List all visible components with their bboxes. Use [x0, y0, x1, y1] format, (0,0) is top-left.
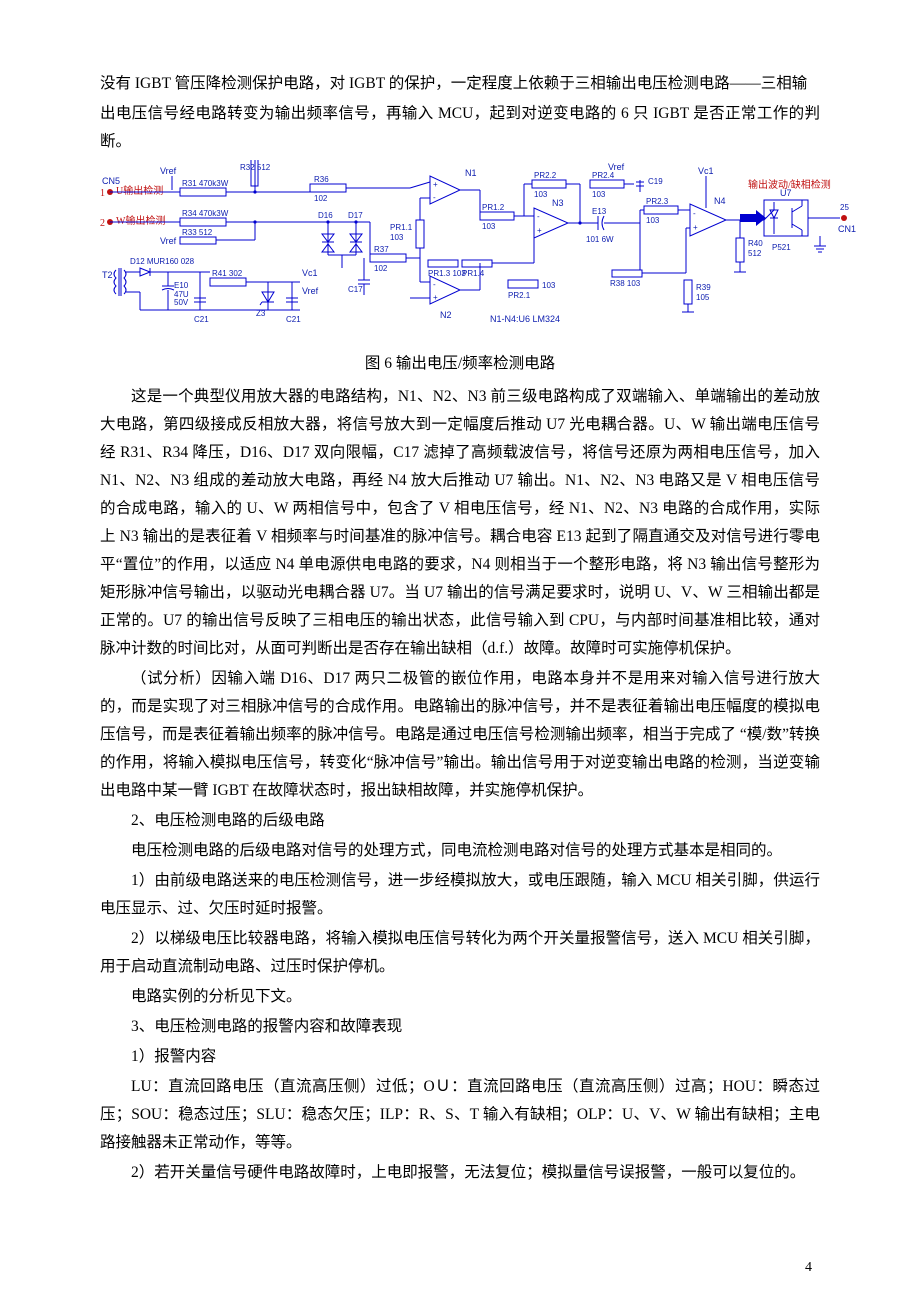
page-number: 4 [805, 1260, 812, 1276]
figure-caption: 图 6 输出电压/频率检测电路 [100, 351, 820, 373]
label-d12: D12 MUR160 028 [130, 257, 195, 266]
paragraph-5: 2）以梯级电压比较器电路，将输入模拟电压信号转化为两个开关量报警信号，送入 MC… [100, 925, 820, 981]
circuit-diagram: Vref CN5 1 U输出检测 R31 470k3W R32 512 2 W输… [100, 160, 860, 345]
label-cn5: CN5 [102, 176, 120, 186]
paragraph-6: 电路实例的分析见下文。 [100, 983, 820, 1011]
label-n4: N4 [714, 196, 726, 206]
svg-text:103: 103 [390, 233, 404, 242]
label-r33: R33 512 [182, 228, 213, 237]
svg-text:C21: C21 [286, 315, 301, 324]
label-r41: R41 302 [212, 269, 243, 278]
label-c17: C17 [348, 285, 363, 294]
label-pr22: PR2.2 [534, 171, 557, 180]
section-3: 1）报警内容 [100, 1043, 820, 1071]
paragraph-4: 1）由前级电路送来的电压检测信号，进一步经模拟放大，或电压跟随，输入 MCU 相… [100, 867, 820, 923]
label-r34: R34 470k3W [182, 209, 229, 218]
svg-text:103: 103 [646, 216, 660, 225]
label-output: 输出波动/缺相检测 [748, 178, 831, 191]
svg-text:+: + [693, 223, 698, 232]
label-w-in: W输出检测 [116, 214, 165, 227]
svg-text:103: 103 [592, 190, 606, 199]
section-1: 2、电压检测电路的后级电路 [100, 807, 820, 835]
label-e13: E13 [592, 207, 607, 216]
svg-text:103: 103 [534, 190, 548, 199]
label-pr14: PR1.4 [462, 269, 485, 278]
svg-text:+: + [537, 226, 542, 235]
label-n1: N1 [465, 168, 477, 178]
label-r37: R37 [374, 245, 389, 254]
label-pr11: PR1.1 [390, 223, 413, 232]
svg-text:512: 512 [748, 249, 762, 258]
label-pr13: PR1.3 103 [428, 269, 466, 278]
svg-text:+: + [433, 180, 438, 189]
label-r31: R31 470k3W [182, 179, 229, 188]
label-c19: C19 [648, 177, 663, 186]
svg-text:-: - [433, 193, 436, 202]
label-pr12: PR1.2 [482, 203, 505, 212]
label-r38: R38 103 [610, 279, 641, 288]
svg-text:C21: C21 [194, 315, 209, 324]
label-r36: R36 [314, 175, 329, 184]
svg-text:-: - [693, 209, 696, 218]
svg-text:+: + [433, 293, 438, 302]
label-pr23: PR2.3 [646, 197, 669, 206]
svg-text:P521: P521 [772, 243, 791, 252]
svg-text:Vref: Vref [608, 162, 625, 172]
svg-text:2: 2 [100, 218, 105, 229]
svg-text:1: 1 [100, 188, 105, 199]
svg-text:102: 102 [374, 264, 388, 273]
paragraph-3: 电压检测电路的后级电路对信号的处理方式，同电流检测电路对信号的处理方式基本是相同… [100, 837, 820, 865]
label-n3: N3 [552, 198, 564, 208]
section-2: 3、电压检测电路的报警内容和故障表现 [100, 1013, 820, 1041]
label-cn1: CN1 [838, 224, 856, 234]
svg-text:Vref: Vref [302, 286, 319, 296]
svg-text:Vc1: Vc1 [302, 268, 318, 278]
label-u-in: U输出检测 [116, 184, 163, 197]
svg-text:102: 102 [314, 194, 328, 203]
paragraph-7: LU：直流回路电压（直流高压侧）过低；OＵ：直流回路电压（直流高压侧）过高；HO… [100, 1073, 820, 1157]
label-e10: E10 [174, 281, 189, 290]
label-pr21: PR2.1 [508, 291, 531, 300]
label-n2: N2 [440, 310, 452, 320]
svg-text:103: 103 [482, 222, 496, 231]
svg-text:-: - [537, 212, 540, 221]
svg-text:25: 25 [840, 203, 849, 212]
paragraph-2: （试分析）因输入端 D16、D17 两只二极管的嵌位作用，电路本身并不是用来对输… [100, 665, 820, 805]
paragraph-1: 这是一个典型仪用放大器的电路结构，N1、N2、N3 前三级电路构成了双端输入、单… [100, 383, 820, 663]
label-pr24: PR2.4 [592, 171, 615, 180]
paragraph-8: 2）若开关量信号硬件电路故障时，上电即报警，无法复位；模拟量信号误报警，一般可以… [100, 1159, 820, 1187]
label-vref: Vref [160, 166, 177, 176]
label-t2: T2 [102, 270, 113, 280]
svg-text:105: 105 [696, 293, 710, 302]
label-r40: R40 [748, 239, 763, 248]
label-vc1: Vc1 [698, 166, 714, 176]
svg-text:Vref: Vref [160, 236, 177, 246]
label-d17: D17 [348, 211, 363, 220]
top-line-1: 没有 IGBT 管压降检测保护电路，对 IGBT 的保护，一定程度上依赖于三相输… [100, 70, 820, 98]
svg-text:50V: 50V [174, 298, 189, 307]
label-r39: R39 [696, 283, 711, 292]
svg-text:-: - [433, 280, 436, 289]
svg-text:103: 103 [542, 281, 556, 290]
svg-text:101 6W: 101 6W [586, 235, 614, 244]
top-line-2: 出电压信号经电路转变为输出频率信号，再输入 MCU，起到对逆变电路的 6 只 I… [100, 100, 820, 156]
label-chip: N1-N4:U6 LM324 [490, 314, 560, 324]
label-d16: D16 [318, 211, 333, 220]
